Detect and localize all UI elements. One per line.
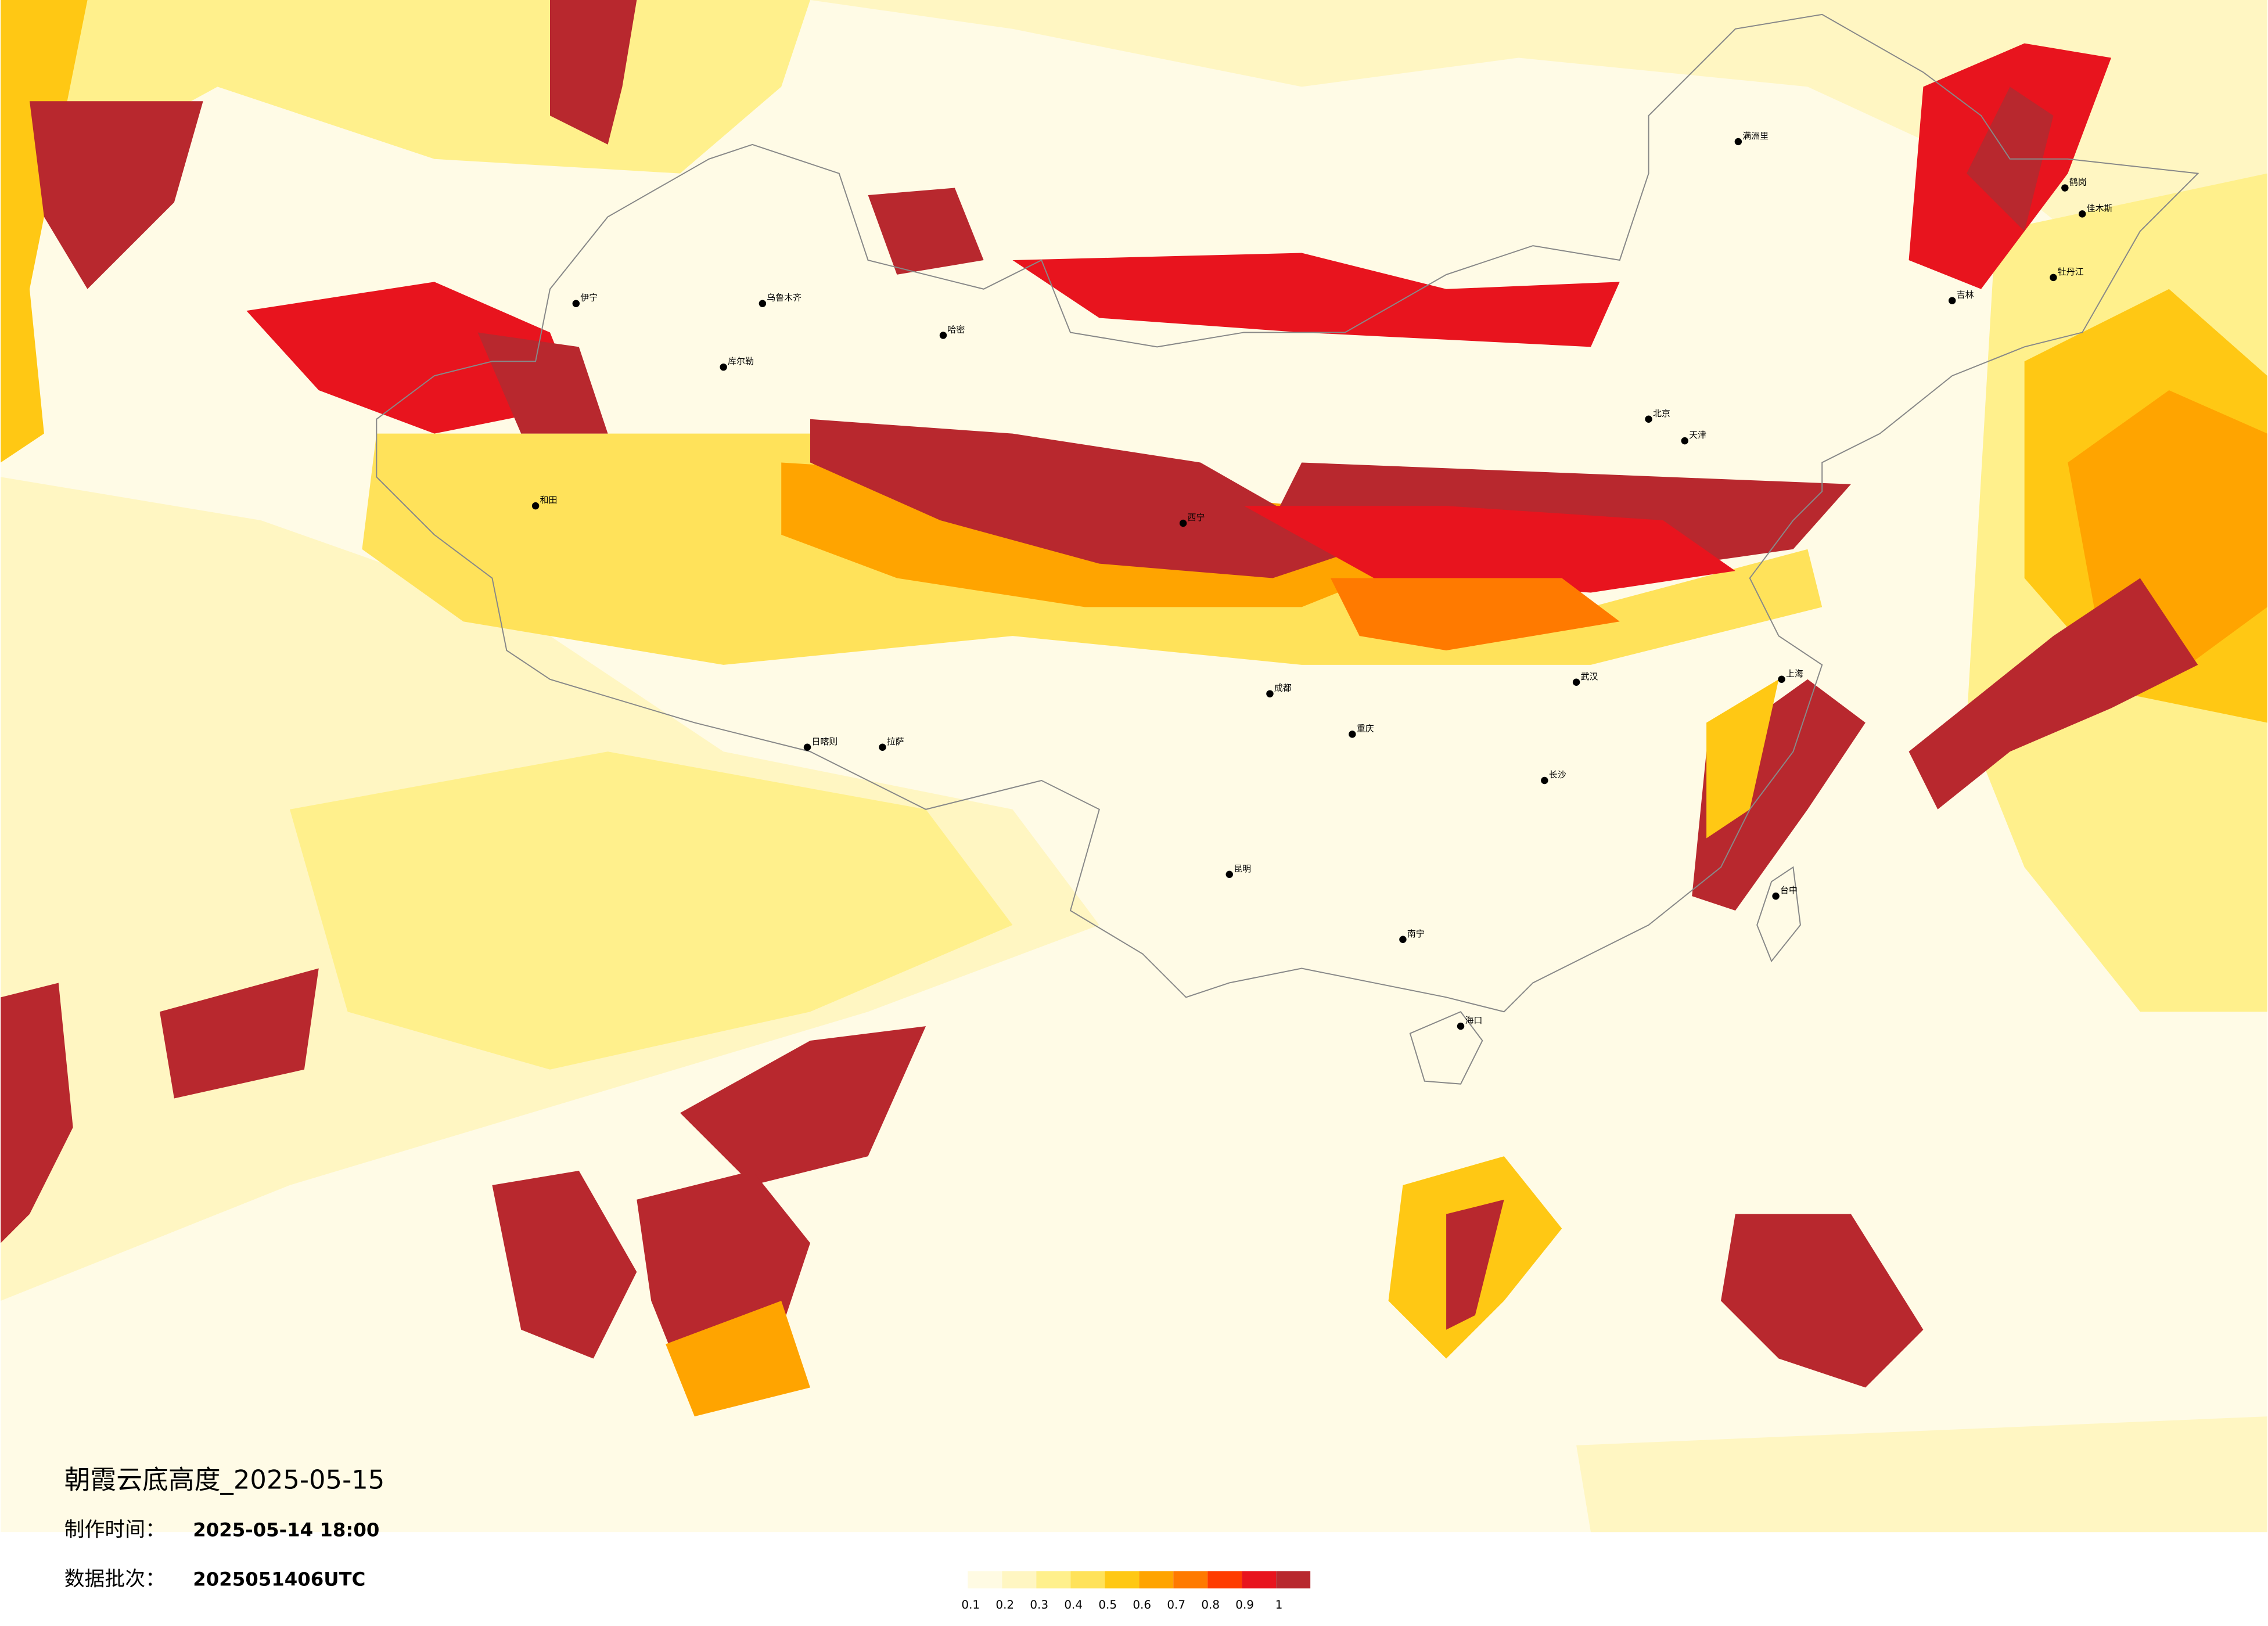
city-label: 重庆 xyxy=(1357,723,1374,733)
city-dot xyxy=(1457,1022,1465,1030)
city-dot xyxy=(2050,274,2057,282)
colorbar-tick-label: 0.8 xyxy=(1201,1598,1220,1611)
city-dot xyxy=(1179,519,1187,527)
city-dot xyxy=(939,332,947,339)
colorbar-swatch xyxy=(1276,1571,1311,1589)
city-dot xyxy=(2078,210,2086,218)
city-label: 武汉 xyxy=(1581,671,1598,682)
city-label: 和田 xyxy=(540,495,558,505)
info-value: 2025051406UTC xyxy=(193,1568,365,1590)
city-label: 长沙 xyxy=(1549,769,1566,780)
city-dot xyxy=(1772,892,1780,900)
city-dot xyxy=(803,743,811,751)
city-label: 日喀则 xyxy=(811,736,838,747)
city-dot xyxy=(531,502,540,510)
city-dot xyxy=(1349,731,1356,738)
colorbar-tick-label: 0.2 xyxy=(995,1598,1014,1611)
city-label: 西宁 xyxy=(1188,512,1205,523)
colorbar-tick-label: 0.3 xyxy=(1030,1598,1048,1611)
boundaries xyxy=(376,13,2199,1085)
city-dot xyxy=(2061,184,2069,192)
colorbar-swatch xyxy=(1173,1571,1208,1589)
colorbar-swatch xyxy=(1242,1571,1277,1589)
colorbar-swatch xyxy=(1070,1571,1105,1589)
colorbar-tick-label: 0.4 xyxy=(1064,1598,1083,1611)
city-label: 乌鲁木齐 xyxy=(767,293,801,303)
city-label: 伊宁 xyxy=(580,293,598,303)
map-title: 朝霞云底高度_2025-05-15 xyxy=(64,1465,385,1495)
city-label: 台中 xyxy=(1780,885,1798,895)
colorbar-tick-label: 0.5 xyxy=(1098,1598,1117,1611)
colorbar-swatch xyxy=(1139,1571,1174,1589)
city-dot xyxy=(1645,415,1652,423)
city-dot xyxy=(879,743,886,751)
city-label: 牡丹江 xyxy=(2058,267,2084,277)
city-dot xyxy=(1266,690,1274,697)
cloud-layer xyxy=(1,0,2267,1533)
colorbar-swatch xyxy=(968,1571,1002,1589)
city-dot xyxy=(1948,297,1956,304)
city-label: 南宁 xyxy=(1407,929,1425,939)
city-dot xyxy=(1541,776,1548,785)
city-label: 拉萨 xyxy=(887,736,904,747)
city-label: 昆明 xyxy=(1234,864,1251,874)
city-markers: 北京 天津 上海 武汉 长沙 重庆 成都 昆明 拉萨 乌鲁木齐 哈密 库尔勒 和… xyxy=(531,131,2113,1030)
city-label: 鹤岗 xyxy=(2069,177,2087,188)
colorbar: 0.1 0.2 0.3 0.4 0.5 0.6 0.7 0.8 0.9 1 xyxy=(961,1571,1311,1611)
info-value: 2025-05-14 18:00 xyxy=(193,1519,379,1541)
city-label: 成都 xyxy=(1274,683,1292,693)
city-label: 吉林 xyxy=(1957,290,1974,300)
city-dot xyxy=(1681,437,1688,445)
colorbar-tick-label: 0.7 xyxy=(1167,1598,1185,1611)
city-label: 北京 xyxy=(1653,408,1670,419)
city-dot xyxy=(720,363,727,371)
city-label: 哈密 xyxy=(947,324,965,334)
colorbar-tick-label: 1 xyxy=(1275,1598,1283,1611)
colorbar-tick-label: 0.6 xyxy=(1133,1598,1151,1611)
city-dot xyxy=(759,300,767,307)
colorbar-swatch xyxy=(1036,1571,1071,1589)
colorbar-tick-label: 0.1 xyxy=(961,1598,980,1611)
info-label: 制作时间： xyxy=(64,1519,166,1542)
info-label: 数据批次： xyxy=(64,1567,166,1591)
city-dot xyxy=(1399,936,1407,943)
colorbar-swatch xyxy=(1105,1571,1140,1589)
city-label: 佳木斯 xyxy=(2087,203,2113,213)
city-dot xyxy=(572,300,580,307)
city-label: 库尔勒 xyxy=(728,356,754,366)
city-dot xyxy=(1734,138,1742,146)
colorbar-swatch xyxy=(1207,1571,1242,1589)
city-label: 海口 xyxy=(1465,1015,1482,1026)
city-dot xyxy=(1225,870,1233,878)
city-dot xyxy=(1572,678,1580,686)
city-label: 天津 xyxy=(1689,430,1706,440)
colorbar-tick-label: 0.9 xyxy=(1235,1598,1254,1611)
city-label: 满洲里 xyxy=(1742,131,1769,141)
colorbar-swatch xyxy=(1002,1571,1037,1589)
city-dot xyxy=(1778,675,1785,683)
city-label: 上海 xyxy=(1786,668,1803,679)
